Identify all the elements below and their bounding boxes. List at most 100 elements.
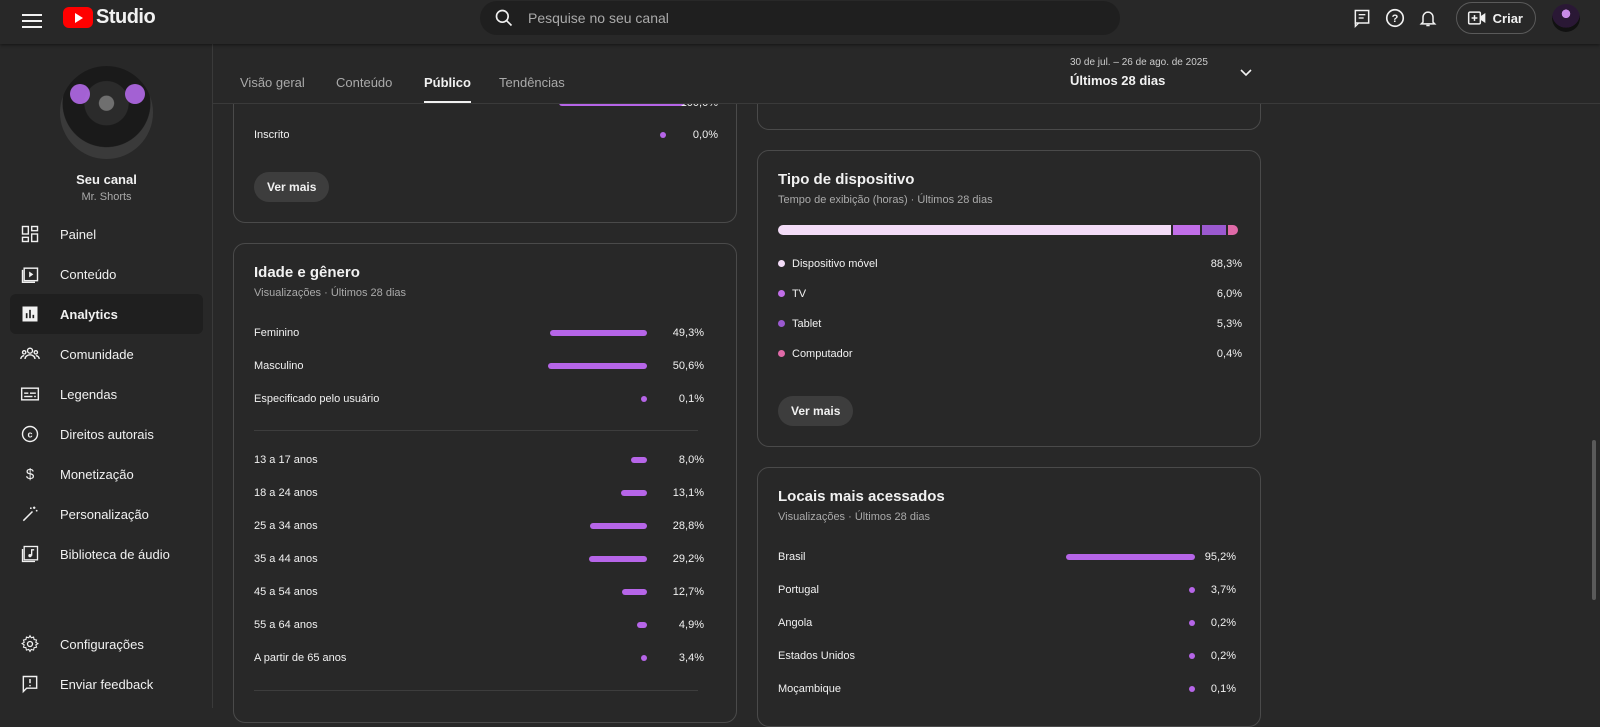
sidebar-item-analytics[interactable]: Analytics xyxy=(10,294,203,334)
tab-publico[interactable]: Público xyxy=(424,75,471,103)
youtube-logo-icon xyxy=(63,7,93,28)
device-type-card: Tipo de dispositivo Tempo de exibição (h… xyxy=(757,150,1261,447)
sidebar-item-label: Painel xyxy=(60,226,97,242)
sidebar-item-biblioteca-audio[interactable]: Biblioteca de áudio xyxy=(10,534,203,574)
content-icon xyxy=(21,267,39,284)
see-more-button[interactable]: Ver mais xyxy=(254,172,330,202)
sidebar-item-painel[interactable]: Painel xyxy=(10,214,203,254)
row-value: 3,7% xyxy=(1210,584,1236,596)
row-value: 49,3% xyxy=(672,327,704,339)
legend-dot xyxy=(778,260,785,267)
row-label: A partir de 65 anos xyxy=(254,652,347,664)
search-input[interactable] xyxy=(528,10,1088,26)
chevron-down-icon[interactable] xyxy=(1239,68,1253,78)
device-label: Tablet xyxy=(792,318,822,330)
sidebar-item-configuracoes[interactable]: Configurações xyxy=(10,624,203,664)
row-label: Estados Unidos xyxy=(778,650,856,662)
sidebar-item-label: Analytics xyxy=(60,306,118,322)
sidebar-item-label: Enviar feedback xyxy=(60,676,154,692)
top-locations-card: Locais mais acessados Visualizações · Úl… xyxy=(757,467,1261,727)
account-avatar[interactable] xyxy=(1552,4,1580,32)
community-icon xyxy=(20,347,40,360)
bar xyxy=(641,655,647,661)
tab-tendencias[interactable]: Tendências xyxy=(499,75,565,90)
row-value: 0,4% xyxy=(1216,348,1242,360)
menu-icon[interactable] xyxy=(20,10,44,34)
device-label: TV xyxy=(792,288,807,300)
sidebar-item-label: Monetização xyxy=(60,466,134,482)
sidebar-item-conteudo[interactable]: Conteúdo xyxy=(10,254,203,294)
top-bar: Studio ? Criar xyxy=(0,0,1600,44)
notifications-icon[interactable] xyxy=(1414,4,1442,32)
divider xyxy=(254,690,698,691)
sidebar-item-label: Legendas xyxy=(60,386,118,402)
row-value: 8,0% xyxy=(678,454,704,466)
device-label: Dispositivo móvel xyxy=(792,258,878,270)
bar xyxy=(589,556,647,562)
row-value: 4,9% xyxy=(678,619,704,631)
sidebar-item-legendas[interactable]: Legendas xyxy=(10,374,203,414)
see-more-button[interactable]: Ver mais xyxy=(778,396,854,426)
card-title: Locais mais acessados xyxy=(778,488,945,505)
tab-visao-geral[interactable]: Visão geral xyxy=(240,75,305,90)
row-value: 0,1% xyxy=(678,393,704,405)
bar xyxy=(1189,587,1195,593)
bar xyxy=(622,589,647,595)
row-value: 3,4% xyxy=(678,652,704,664)
sidebar-item-enviar-feedback[interactable]: Enviar feedback xyxy=(10,664,203,704)
comments-icon[interactable] xyxy=(1348,4,1376,32)
sidebar-item-label: Configurações xyxy=(60,636,144,652)
create-label: Criar xyxy=(1492,10,1523,26)
legend-dot xyxy=(778,290,785,297)
row-label: 13 a 17 anos xyxy=(254,454,318,466)
bar xyxy=(641,396,647,402)
search-box[interactable] xyxy=(480,1,1120,35)
sidebar-item-personalizacao[interactable]: Personalização xyxy=(10,494,203,534)
mobile-segment xyxy=(778,225,1171,235)
sidebar-item-label: Biblioteca de áudio xyxy=(60,546,170,562)
row-label: Feminino xyxy=(254,327,300,339)
bar xyxy=(631,457,647,463)
row-label: 25 a 34 anos xyxy=(254,520,318,532)
bar xyxy=(548,363,647,369)
row-value: 0,2% xyxy=(1210,650,1236,662)
dashboard-icon xyxy=(21,225,39,243)
row-label: Masculino xyxy=(254,360,304,372)
card-subtitle: Visualizações · Últimos 28 dias xyxy=(778,511,931,523)
help-icon[interactable]: ? xyxy=(1381,4,1409,32)
row-label: TV xyxy=(778,288,806,300)
sidebar-item-comunidade[interactable]: Comunidade xyxy=(10,334,203,374)
row-label: Angola xyxy=(778,617,813,629)
tab-conteudo[interactable]: Conteúdo xyxy=(336,75,393,90)
row-label: Moçambique xyxy=(778,683,841,695)
bar xyxy=(590,523,647,529)
legend-dot xyxy=(778,350,785,357)
row-label: Brasil xyxy=(778,551,806,563)
row-label: 18 a 24 anos xyxy=(254,487,318,499)
bar xyxy=(1189,653,1195,659)
gear-icon xyxy=(21,634,39,653)
sidebar-item-direitos-autorais[interactable]: c Direitos autorais xyxy=(10,414,203,454)
channel-name: Seu canal xyxy=(76,172,137,187)
sidebar-item-monetizacao[interactable]: $ Monetização xyxy=(10,454,203,494)
sidebar-item-label: Personalização xyxy=(60,506,149,522)
create-button[interactable]: Criar xyxy=(1455,2,1536,34)
scrollbar-thumb[interactable] xyxy=(1592,440,1596,600)
row-value: 50,6% xyxy=(672,360,704,372)
audio-library-icon xyxy=(21,545,39,563)
card-subtitle: Visualizações · Últimos 28 dias xyxy=(254,287,407,299)
date-range-selector[interactable]: 30 de jul. – 26 de ago. de 2025 Últimos … xyxy=(1070,57,1270,88)
row-label: Inscrito xyxy=(254,129,290,141)
row-label: Portugal xyxy=(778,584,819,596)
scrollbar[interactable] xyxy=(1592,44,1596,708)
row-value: 28,8% xyxy=(672,520,704,532)
device-stacked-bar xyxy=(778,225,1242,235)
sidebar-item-label: Comunidade xyxy=(60,346,134,362)
studio-logo[interactable]: Studio xyxy=(63,6,156,29)
channel-avatar[interactable] xyxy=(60,66,153,159)
sidebar-item-label: Direitos autorais xyxy=(60,426,154,442)
date-range-label: Últimos 28 dias xyxy=(1070,73,1166,88)
row-value: 0,0% xyxy=(692,129,718,141)
device-label: Computador xyxy=(792,348,853,360)
row-value: 0,1% xyxy=(1210,683,1236,695)
